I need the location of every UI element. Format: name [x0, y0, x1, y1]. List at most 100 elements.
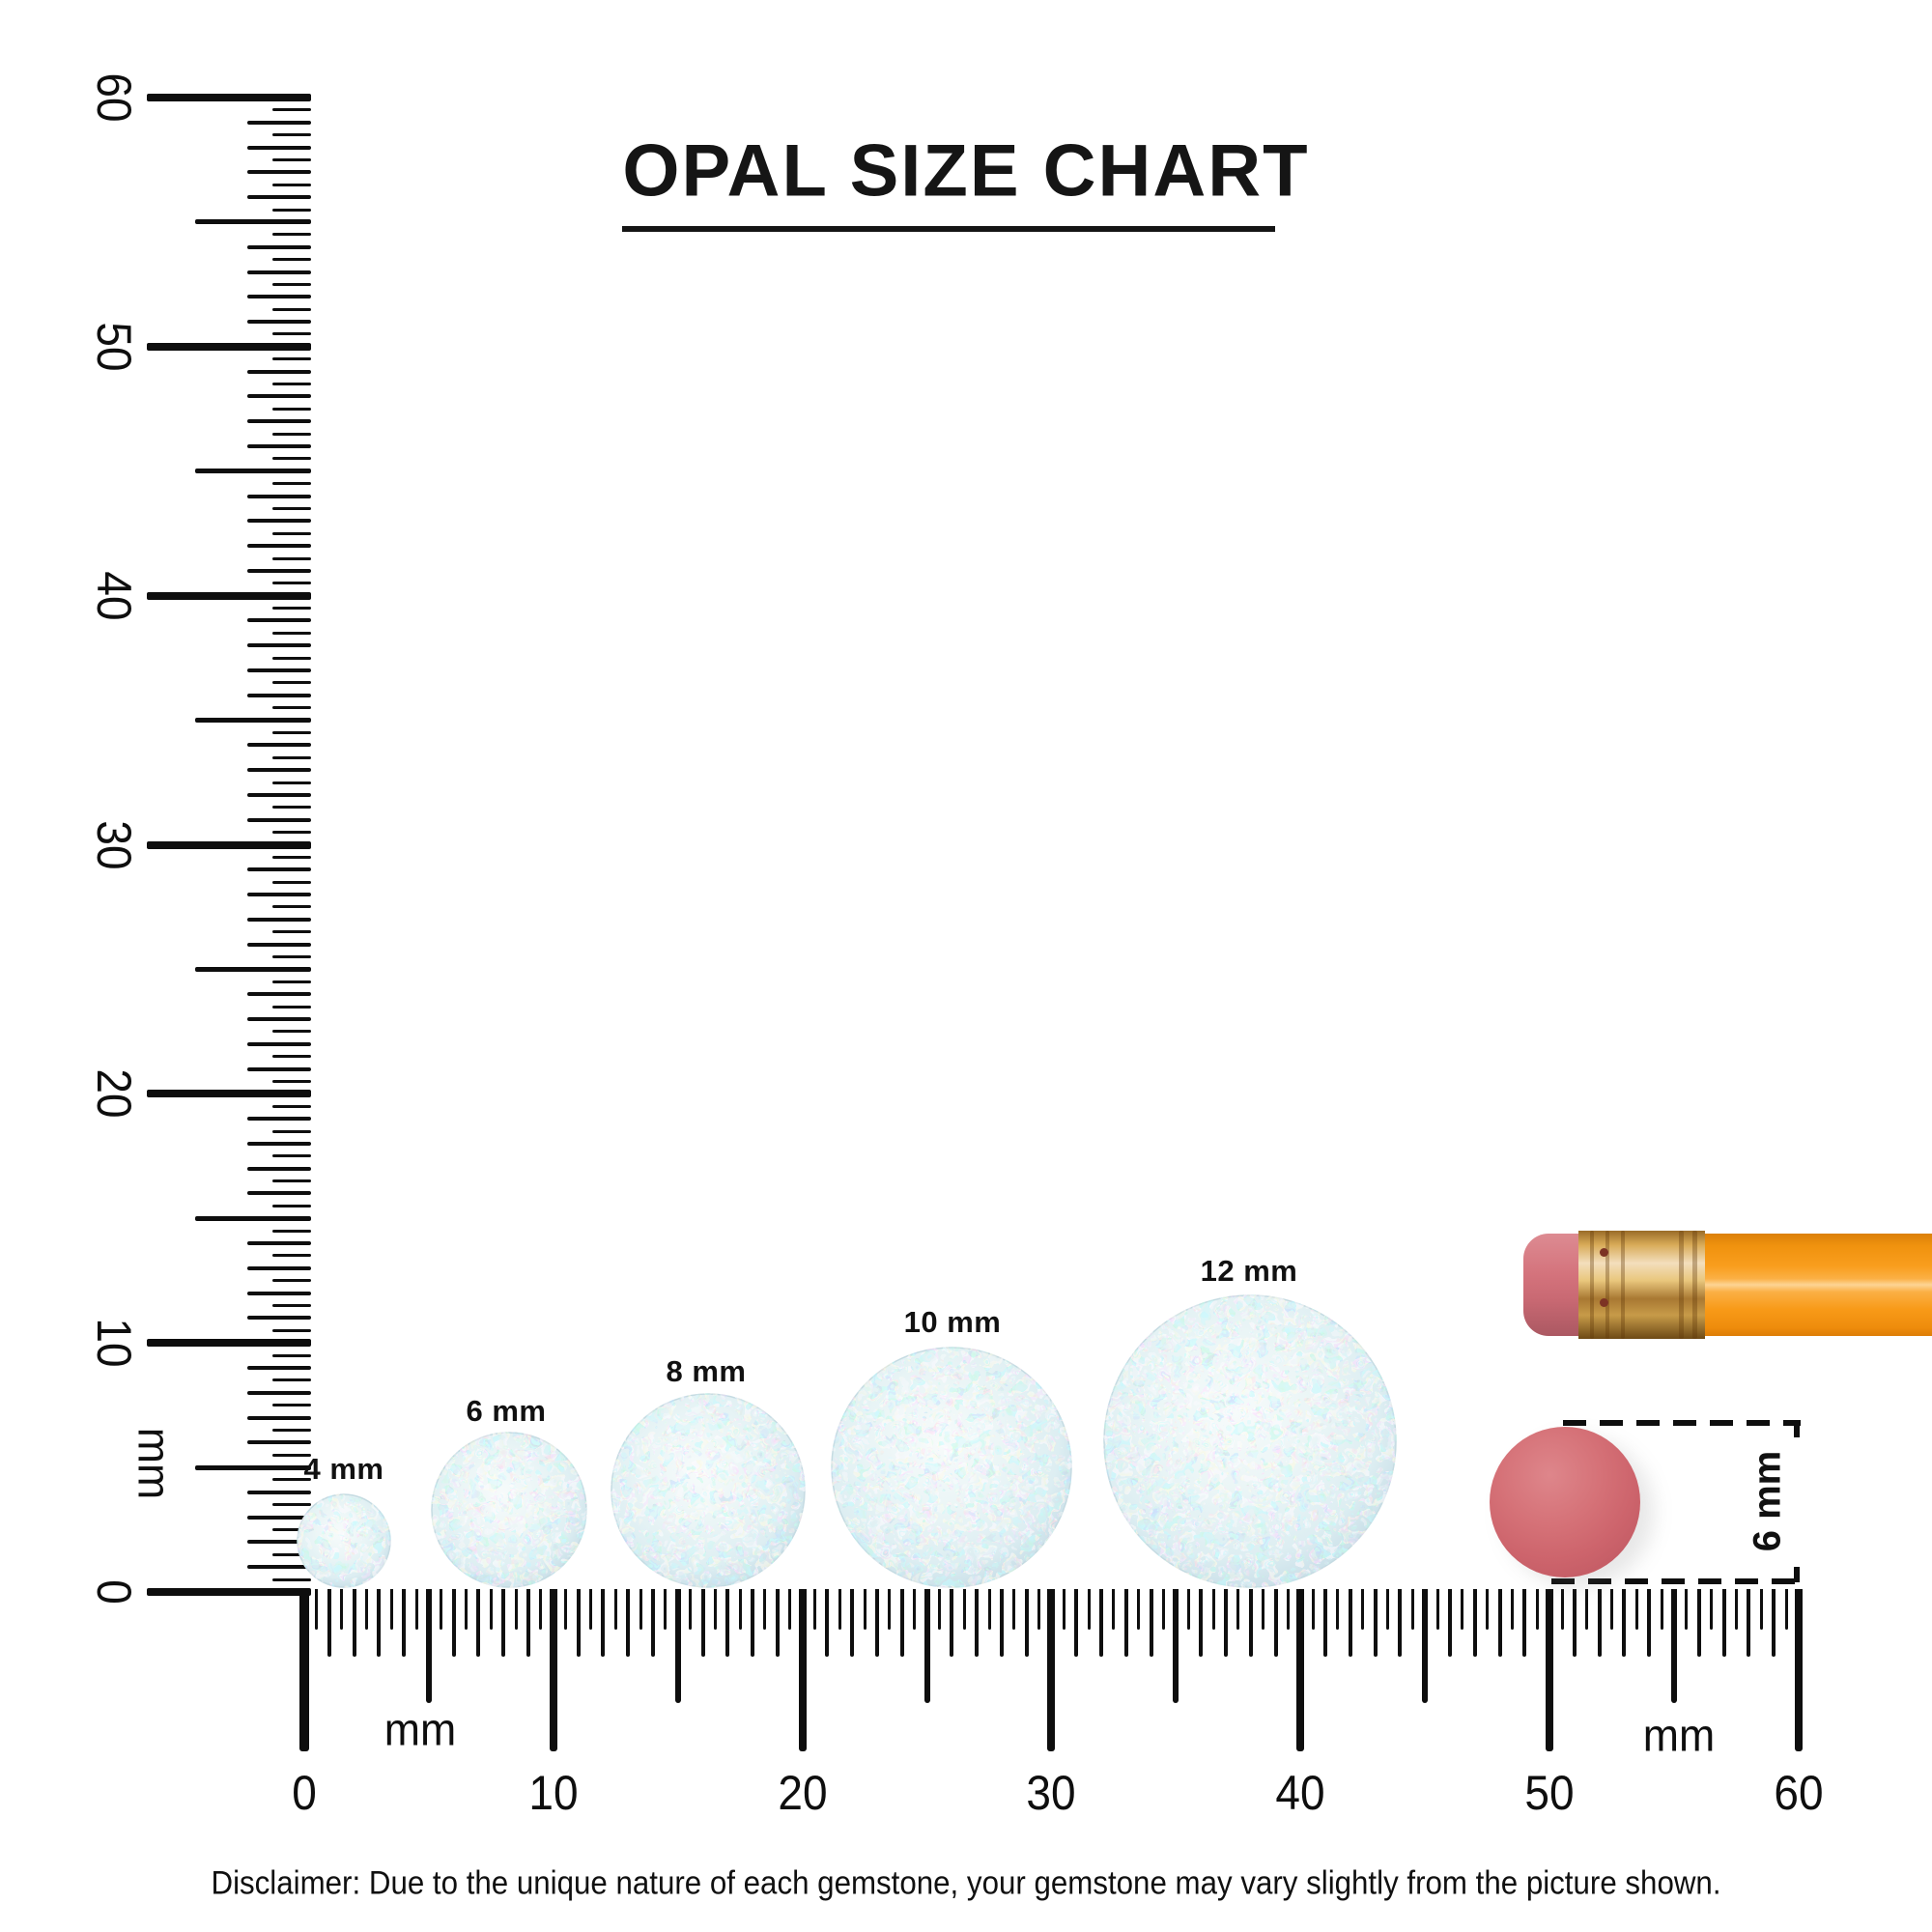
opal-stone-4mm — [297, 1493, 391, 1588]
opal-size-label-6mm: 6 mm — [466, 1394, 547, 1428]
vertical-ruler-tick — [272, 482, 311, 486]
vertical-ruler-tick — [272, 282, 311, 286]
vertical-ruler-tick — [247, 618, 311, 623]
vertical-ruler-tick — [195, 1464, 311, 1470]
vertical-ruler-number: 60 — [87, 72, 141, 123]
vertical-ruler-tick — [247, 1066, 311, 1071]
horizontal-ruler-number: 0 — [292, 1766, 317, 1820]
horizontal-ruler-tick — [999, 1589, 1004, 1657]
vertical-ruler-tick — [247, 1390, 311, 1395]
opal-stone-6mm — [431, 1432, 587, 1588]
vertical-ruler-tick — [272, 755, 311, 759]
horizontal-ruler-tick — [613, 1589, 617, 1630]
horizontal-ruler-tick — [476, 1589, 481, 1657]
horizontal-ruler-tick — [937, 1589, 941, 1630]
horizontal-ruler-tick — [501, 1589, 506, 1657]
horizontal-ruler-tick — [451, 1589, 456, 1657]
horizontal-ruler-tick — [713, 1589, 717, 1630]
pencil-eraser — [1523, 1234, 1578, 1336]
vertical-ruler-tick — [272, 208, 311, 212]
horizontal-ruler-tick — [465, 1589, 469, 1630]
vertical-ruler-tick — [247, 893, 311, 897]
horizontal-ruler-tick — [564, 1589, 568, 1630]
vertical-ruler-tick — [272, 905, 311, 909]
vertical-ruler-tick — [247, 244, 311, 249]
horizontal-ruler-tick — [1037, 1589, 1041, 1630]
vertical-ruler-tick — [272, 157, 311, 161]
vertical-ruler-tick — [272, 1079, 311, 1083]
vertical-ruler-tick — [247, 1141, 311, 1146]
horizontal-ruler-tick — [440, 1589, 443, 1630]
vertical-ruler-tick — [247, 1265, 311, 1270]
vertical-ruler-tick — [247, 992, 311, 997]
vertical-ruler-tick — [247, 270, 311, 274]
horizontal-ruler-tick — [402, 1589, 407, 1657]
horizontal-ruler-tick — [1123, 1589, 1128, 1657]
vertical-ruler-tick — [147, 1588, 311, 1596]
horizontal-ruler-tick — [825, 1589, 830, 1657]
horizontal-ruler-tick — [1546, 1589, 1554, 1751]
horizontal-ruler-tick — [576, 1589, 581, 1657]
ferrule-crimp — [1621, 1231, 1625, 1339]
vertical-ruler-tick — [272, 133, 311, 137]
horizontal-ruler-tick — [1622, 1589, 1627, 1657]
vertical-ruler-number: 40 — [87, 571, 141, 621]
vertical-ruler-tick — [272, 383, 311, 386]
horizontal-ruler-tick — [327, 1589, 331, 1657]
horizontal-ruler-tick — [888, 1589, 892, 1630]
vertical-ruler-tick — [247, 494, 311, 498]
horizontal-ruler-tick — [1062, 1589, 1065, 1630]
vertical-ruler-tick — [272, 681, 311, 685]
horizontal-ruler-tick — [664, 1589, 668, 1630]
vertical-ruler-unit-label: mm — [128, 1427, 181, 1500]
horizontal-ruler-tick — [1597, 1589, 1602, 1657]
vertical-ruler-tick — [247, 1241, 311, 1246]
vertical-ruler-tick — [272, 880, 311, 884]
vertical-ruler-tick — [272, 1552, 311, 1556]
horizontal-ruler-tick — [1311, 1589, 1315, 1630]
vertical-ruler-tick — [247, 668, 311, 673]
horizontal-ruler-tick — [913, 1589, 917, 1630]
vertical-ruler-tick — [247, 643, 311, 648]
vertical-ruler-tick — [272, 1005, 311, 1009]
horizontal-ruler-tick — [1610, 1589, 1614, 1630]
vertical-ruler-number: 10 — [87, 1318, 141, 1368]
horizontal-ruler-tick — [1373, 1589, 1378, 1657]
vertical-ruler-tick — [272, 930, 311, 934]
horizontal-ruler-number: 20 — [778, 1766, 828, 1820]
vertical-ruler-tick — [247, 942, 311, 947]
vertical-ruler-tick — [195, 718, 311, 724]
vertical-ruler-tick — [272, 183, 311, 186]
vertical-ruler-number: 50 — [87, 322, 141, 372]
vertical-ruler-tick — [247, 1166, 311, 1171]
horizontal-ruler-tick — [798, 1589, 807, 1751]
vertical-ruler-tick — [272, 1279, 311, 1283]
horizontal-ruler-tick — [1162, 1589, 1165, 1630]
vertical-ruler-number: 0 — [87, 1579, 141, 1605]
vertical-ruler-tick — [247, 120, 311, 125]
horizontal-ruler-tick — [875, 1589, 879, 1657]
vertical-ruler-tick — [272, 258, 311, 262]
vertical-ruler-tick — [247, 817, 311, 822]
vertical-ruler-tick — [272, 407, 311, 411]
vertical-ruler-tick — [247, 917, 311, 922]
vertical-ruler-tick — [247, 320, 311, 325]
vertical-ruler-tick — [272, 1577, 311, 1581]
vertical-ruler-tick — [247, 145, 311, 150]
vertical-ruler-tick — [247, 519, 311, 524]
ferrule-crimp — [1679, 1231, 1684, 1339]
vertical-ruler-tick — [272, 980, 311, 983]
horizontal-ruler-tick — [674, 1589, 681, 1703]
vertical-ruler-tick — [272, 332, 311, 336]
vertical-ruler-tick — [195, 469, 311, 474]
vertical-ruler-tick — [147, 342, 311, 351]
vertical-ruler-tick — [272, 1528, 311, 1532]
horizontal-ruler-tick — [1794, 1589, 1803, 1751]
horizontal-ruler-tick — [1422, 1589, 1429, 1703]
horizontal-ruler-tick — [514, 1589, 518, 1630]
vertical-ruler-tick — [272, 1030, 311, 1034]
horizontal-ruler-tick — [1472, 1589, 1477, 1657]
vertical-ruler-tick — [272, 582, 311, 585]
horizontal-ruler-tick — [1087, 1589, 1091, 1630]
horizontal-ruler-tick — [987, 1589, 991, 1630]
